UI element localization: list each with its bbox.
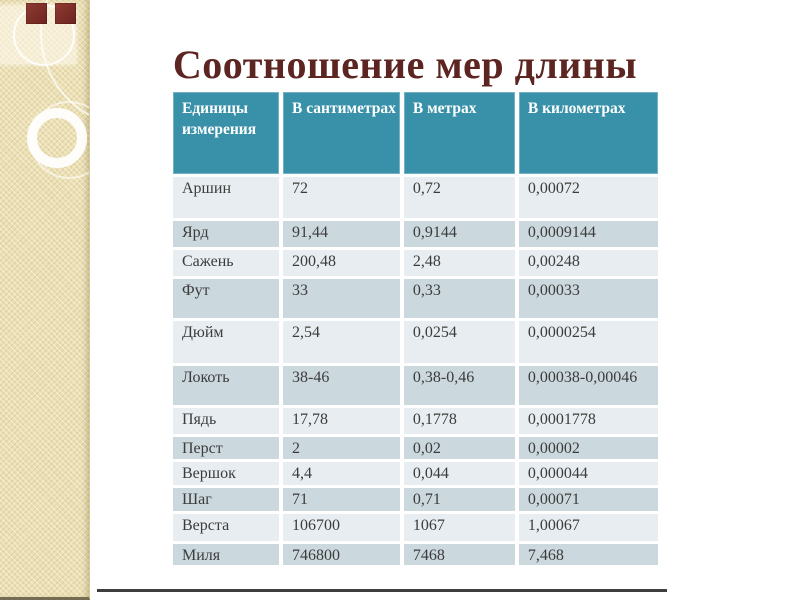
centimeters-cell: 2 <box>283 437 400 459</box>
slide-title: Соотношение мер длины <box>172 41 638 87</box>
meters-cell: 0,9144 <box>403 221 515 247</box>
unit-cell: Миля <box>173 544 279 565</box>
unit-cell: Аршин <box>173 177 279 218</box>
meters-cell: 1067 <box>403 514 515 541</box>
kilometers-cell: 0,0000254 <box>518 321 658 363</box>
centimeters-cell: 38-46 <box>283 366 400 405</box>
kilometers-cell: 0,00038-0,00046 <box>518 366 658 405</box>
centimeters-cell: 2,54 <box>283 321 400 363</box>
meters-cell: 0,02 <box>403 437 515 459</box>
meters-cell: 0,38-0,46 <box>403 366 515 405</box>
unit-cell: Сажень <box>173 250 279 276</box>
meters-cell: 0,0254 <box>403 321 515 363</box>
table-row: Шаг 71 0,71 0,00071 <box>173 488 658 511</box>
table-row: Дюйм 2,54 0,0254 0,0000254 <box>173 321 658 363</box>
unit-cell: Локоть <box>173 366 279 405</box>
meters-cell: 0,71 <box>403 488 515 511</box>
decorative-sidebar <box>0 0 90 600</box>
unit-cell: Фут <box>173 279 279 318</box>
meters-cell: 0,044 <box>403 462 515 485</box>
table-row: Локоть 38-46 0,38-0,46 0,00038-0,00046 <box>173 366 658 405</box>
meters-cell: 0,72 <box>403 177 515 218</box>
meters-cell: 0,1778 <box>403 408 515 434</box>
header-cell-kilometers: В километрах <box>518 92 658 174</box>
kilometers-cell: 0,0001778 <box>518 408 658 434</box>
red-square-ornament-2 <box>55 3 76 24</box>
meters-cell: 0,33 <box>403 279 515 318</box>
table-row: Сажень 200,48 2,48 0,00248 <box>173 250 658 276</box>
table-row: Миля 746800 7468 7,468 <box>173 544 658 565</box>
bottom-rule <box>97 589 667 592</box>
table-row: Пядь 17,78 0,1778 0,0001778 <box>173 408 658 434</box>
table-row: Верста 106700 1067 1,00067 <box>173 514 658 541</box>
centimeters-cell: 71 <box>283 488 400 511</box>
table-body: Аршин 72 0,72 0,00072 Ярд 91,44 0,9144 0… <box>173 177 658 565</box>
decor-ring-thick <box>27 108 87 168</box>
header-cell-meters: В метрах <box>403 92 515 174</box>
centimeters-cell: 91,44 <box>283 221 400 247</box>
red-square-ornament-1 <box>26 3 47 24</box>
unit-cell: Вершок <box>173 462 279 485</box>
table-header-row: Единицы измерения В сантиметрах В метрах… <box>173 92 658 174</box>
length-measures-table: Единицы измерения В сантиметрах В метрах… <box>169 89 662 568</box>
unit-cell: Верста <box>173 514 279 541</box>
meters-cell: 7468 <box>403 544 515 565</box>
kilometers-cell: 0,0009144 <box>518 221 658 247</box>
unit-cell: Ярд <box>173 221 279 247</box>
header-cell-units: Единицы измерения <box>173 92 279 174</box>
unit-cell: Шаг <box>173 488 279 511</box>
table-row: Ярд 91,44 0,9144 0,0009144 <box>173 221 658 247</box>
kilometers-cell: 0,00248 <box>518 250 658 276</box>
kilometers-cell: 7,468 <box>518 544 658 565</box>
table-row: Фут 33 0,33 0,00033 <box>173 279 658 318</box>
kilometers-cell: 0,00071 <box>518 488 658 511</box>
centimeters-cell: 72 <box>283 177 400 218</box>
table-row: Аршин 72 0,72 0,00072 <box>173 177 658 218</box>
unit-cell: Дюйм <box>173 321 279 363</box>
centimeters-cell: 746800 <box>283 544 400 565</box>
meters-cell: 2,48 <box>403 250 515 276</box>
centimeters-cell: 200,48 <box>283 250 400 276</box>
table-row: Перст 2 0,02 0,00002 <box>173 437 658 459</box>
kilometers-cell: 0,00002 <box>518 437 658 459</box>
table-row: Вершок 4,4 0,044 0,000044 <box>173 462 658 485</box>
kilometers-cell: 0,000044 <box>518 462 658 485</box>
centimeters-cell: 106700 <box>283 514 400 541</box>
centimeters-cell: 17,78 <box>283 408 400 434</box>
header-cell-centimeters: В сантиметрах <box>283 92 400 174</box>
kilometers-cell: 1,00067 <box>518 514 658 541</box>
centimeters-cell: 33 <box>283 279 400 318</box>
kilometers-cell: 0,00033 <box>518 279 658 318</box>
centimeters-cell: 4,4 <box>283 462 400 485</box>
unit-cell: Перст <box>173 437 279 459</box>
unit-cell: Пядь <box>173 408 279 434</box>
kilometers-cell: 0,00072 <box>518 177 658 218</box>
